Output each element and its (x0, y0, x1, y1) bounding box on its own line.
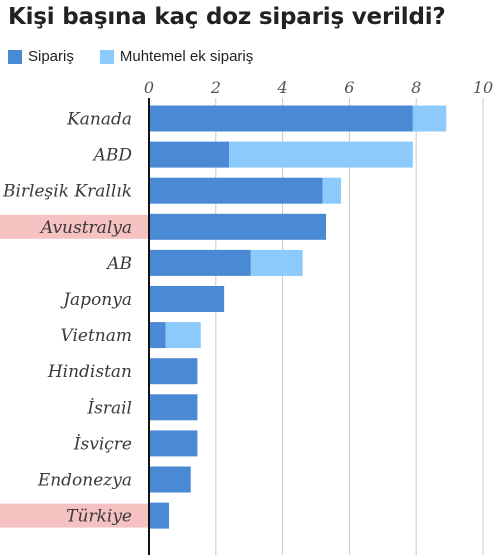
category-label: Türkiye (66, 507, 132, 527)
category-label: Endonezya (37, 471, 132, 491)
category-label: Hindistan (47, 362, 132, 382)
legend: Sipariş Muhtemel ek sipariş (8, 48, 279, 65)
legend-swatch-muhtemel (99, 49, 114, 64)
bar-siparis (149, 466, 191, 493)
category-label: AB (105, 254, 132, 274)
x-tick-label: 2 (210, 78, 221, 97)
chart-title: Kişi başına kaç doz sipariş verildi? (8, 4, 446, 30)
category-label: Japonya (60, 290, 132, 310)
category-label: ABD (92, 146, 133, 166)
legend-item-siparis: Sipariş (8, 48, 74, 65)
category-label: İsviçre (73, 433, 132, 454)
x-tick-label: 6 (344, 78, 354, 97)
legend-label-siparis: Sipariş (28, 48, 74, 65)
x-tick-label: 4 (277, 78, 288, 97)
x-tick-label: 8 (411, 78, 421, 97)
highlight-band (0, 503, 149, 528)
bar-siparis (149, 394, 198, 421)
bar-muhtemel (322, 177, 342, 204)
bar-siparis (149, 105, 413, 132)
bar-siparis (149, 249, 251, 276)
legend-swatch-siparis (8, 49, 22, 64)
category-label: Vietnam (60, 326, 132, 346)
legend-label-muhtemel: Muhtemel ek sipariş (119, 48, 254, 65)
x-tick-label: 10 (473, 78, 493, 97)
bar-siparis (149, 322, 166, 349)
category-label: İsrail (86, 397, 132, 418)
bar-siparis (149, 502, 170, 529)
bar-siparis (149, 141, 230, 168)
category-label: Kanada (66, 110, 132, 130)
bar-muhtemel (250, 249, 303, 276)
bar-siparis (149, 213, 327, 240)
bar-siparis (149, 286, 225, 312)
category-label: Avustralya (39, 218, 132, 238)
bar-siparis (149, 177, 323, 204)
highlight-band (0, 214, 149, 239)
bar-siparis (149, 358, 198, 385)
bar-muhtemel (229, 141, 413, 168)
bar-muhtemel (412, 105, 447, 132)
bar-siparis (149, 430, 198, 457)
legend-item-muhtemel: Muhtemel ek sipariş (99, 48, 254, 65)
category-label: Birleşik Krallık (2, 182, 132, 202)
bar-muhtemel (165, 322, 201, 349)
x-tick-label: 0 (144, 78, 154, 97)
